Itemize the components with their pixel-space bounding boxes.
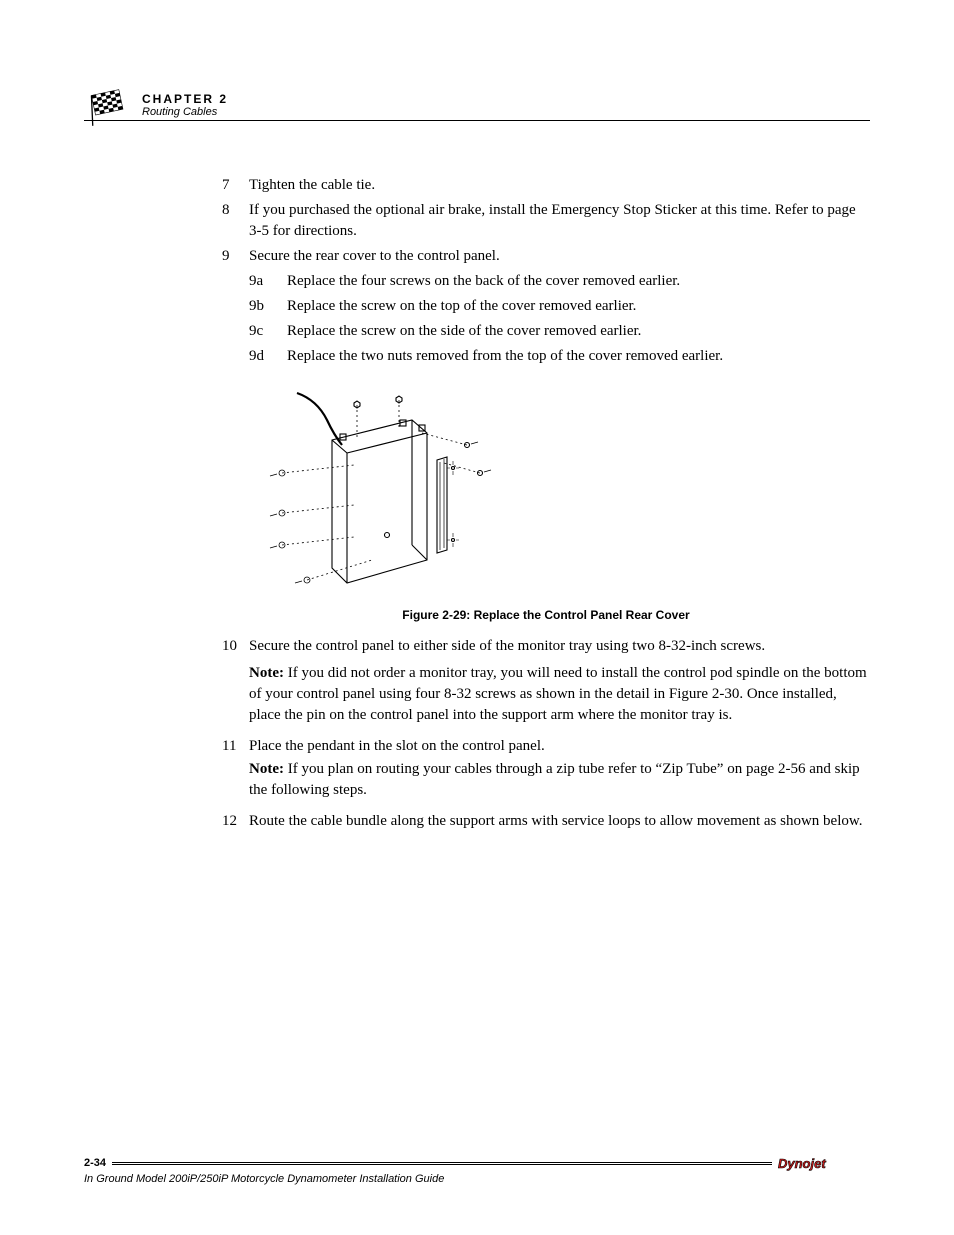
step-10-text: Secure the control panel to either side … [249, 638, 765, 654]
step-num: 12 [222, 811, 249, 832]
substep-text: Replace the screw on the top of the cove… [287, 296, 870, 317]
substep-num: 9d [249, 346, 287, 367]
step-9: 9 Secure the rear cover to the control p… [222, 246, 870, 267]
step-11-text: Place the pendant in the slot on the con… [249, 738, 545, 754]
step-text: Secure the control panel to either side … [249, 636, 870, 726]
step-num: 9 [222, 246, 249, 267]
step-11: 11 Place the pendant in the slot on the … [222, 736, 870, 801]
step-text: Secure the rear cover to the control pan… [249, 246, 870, 267]
chapter-label: CHAPTER 2 [142, 92, 228, 106]
step-num: 7 [222, 175, 249, 196]
content: 7 Tighten the cable tie. 8 If you purcha… [84, 175, 870, 832]
step-8: 8 If you purchased the optional air brak… [222, 200, 870, 242]
step-12: 12 Route the cable bundle along the supp… [222, 811, 870, 832]
note-label: Note: [249, 665, 288, 681]
footer-title: In Ground Model 200iP/250iP Motorcycle D… [84, 1173, 870, 1185]
step-10-note: Note: If you did not order a monitor tra… [249, 663, 870, 726]
step-text: If you purchased the optional air brake,… [249, 200, 870, 242]
diagram-control-panel [222, 385, 512, 600]
step-text: Route the cable bundle along the support… [249, 811, 870, 832]
page-footer: 2-34 Dynojet In Ground Model 200iP/250iP… [84, 1155, 870, 1185]
svg-text:Dynojet: Dynojet [778, 1156, 826, 1171]
step-text: Tighten the cable tie. [249, 175, 870, 196]
note-label: Note: [249, 761, 288, 777]
step-text: Place the pendant in the slot on the con… [249, 736, 870, 801]
substep-9c: 9c Replace the screw on the side of the … [249, 321, 870, 342]
page-number: 2-34 [84, 1157, 106, 1169]
substep-num: 9b [249, 296, 287, 317]
step-num: 10 [222, 636, 249, 726]
step-num: 11 [222, 736, 249, 801]
footer-line: 2-34 Dynojet [84, 1155, 870, 1171]
substep-text: Replace the two nuts removed from the to… [287, 346, 870, 367]
figure-caption: Figure 2-29: Replace the Control Panel R… [222, 608, 870, 622]
step-10: 10 Secure the control panel to either si… [222, 636, 870, 726]
footer-rule [112, 1162, 772, 1165]
figure-2-29: Figure 2-29: Replace the Control Panel R… [222, 385, 870, 622]
note-text: If you plan on routing your cables throu… [249, 761, 860, 798]
page-header: CHAPTER 2 Routing Cables [84, 78, 870, 121]
substep-num: 9c [249, 321, 287, 342]
note-text: If you did not order a monitor tray, you… [249, 665, 867, 723]
substep-text: Replace the four screws on the back of t… [287, 271, 870, 292]
header-text: CHAPTER 2 Routing Cables [142, 92, 228, 118]
substep-9d: 9d Replace the two nuts removed from the… [249, 346, 870, 367]
substep-text: Replace the screw on the side of the cov… [287, 321, 870, 342]
step-num: 8 [222, 200, 249, 242]
flag-icon [84, 86, 134, 126]
step-7: 7 Tighten the cable tie. [222, 175, 870, 196]
substep-9b: 9b Replace the screw on the top of the c… [249, 296, 870, 317]
step-11-note: Note: If you plan on routing your cables… [249, 759, 870, 801]
substep-9a: 9a Replace the four screws on the back o… [249, 271, 870, 292]
substep-num: 9a [249, 271, 287, 292]
brand-logo-icon: Dynojet [778, 1155, 870, 1171]
section-label: Routing Cables [142, 106, 228, 118]
